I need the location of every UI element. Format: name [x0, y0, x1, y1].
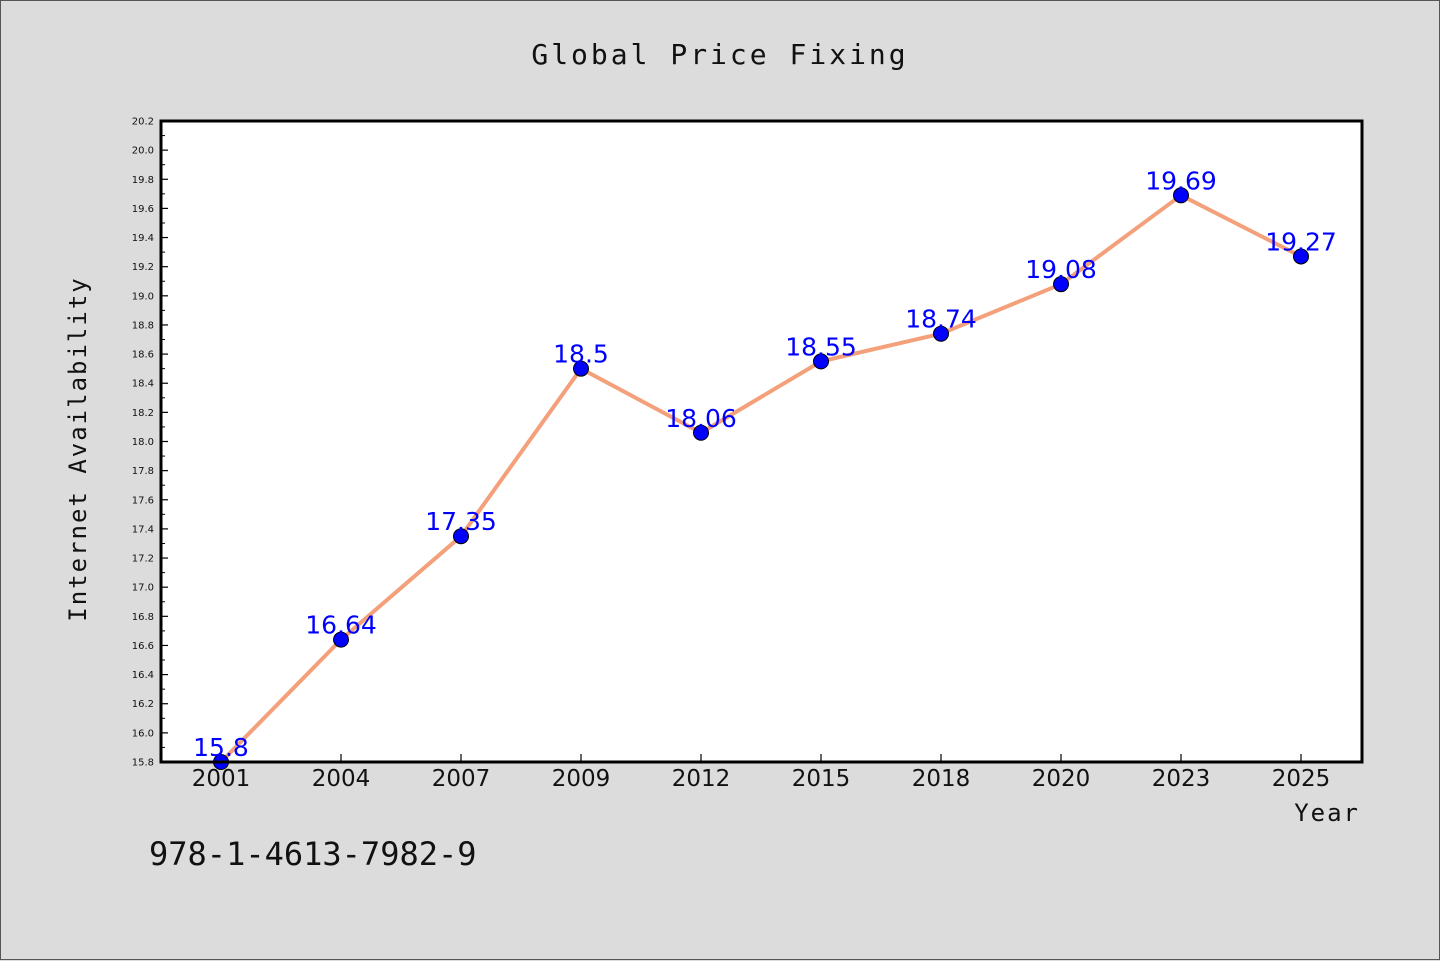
y-tick-label: 19.0 [132, 291, 154, 302]
y-tick-label: 18.6 [132, 350, 154, 361]
y-axis-title: Internet Availability [64, 276, 92, 621]
x-tick-label: 2004 [312, 766, 371, 792]
data-label: 18.06 [665, 404, 737, 433]
plot-area [161, 121, 1362, 762]
data-label: 19.69 [1145, 166, 1217, 195]
y-tick-label: 16.0 [132, 728, 154, 739]
data-point [453, 528, 469, 545]
x-axis-title: Year [1294, 799, 1360, 827]
y-tick-label: 17.0 [132, 583, 154, 594]
data-point [1053, 276, 1069, 293]
y-tick-label: 18.4 [132, 379, 154, 390]
isbn-annotation: 978-1-4613-7982-9 [149, 835, 477, 873]
data-point [1173, 187, 1189, 204]
data-point [693, 424, 709, 441]
y-tick-label: 17.6 [132, 495, 154, 506]
series-line [219, 193, 1303, 764]
y-tick-label: 19.6 [132, 204, 154, 215]
x-tick-label: 2015 [792, 766, 851, 792]
data-label: 18.5 [553, 340, 609, 369]
y-tick-label: 19.4 [132, 233, 154, 244]
y-tick-label: 18.0 [132, 437, 154, 448]
y-tick-label: 18.2 [132, 408, 154, 419]
y-tick-label: 16.6 [132, 641, 154, 652]
y-tick-label: 16.4 [132, 670, 154, 681]
data-point [573, 360, 589, 377]
y-tick-label: 20.2 [132, 117, 154, 128]
y-tick-label: 16.8 [132, 612, 154, 623]
data-label: 16.64 [305, 611, 377, 640]
data-labels: 15.8 16.64 17.35 18.5 18.06 18.55 18.74 19.08 19… [193, 166, 1337, 762]
data-point [1293, 248, 1309, 265]
x-axis-ticks: 2001 2004 2007 2009 2012 2015 2018 2020 2023 2025 [192, 754, 1331, 792]
y-tick-label: 17.2 [132, 554, 154, 565]
y-tick-label: 20.0 [132, 146, 154, 157]
data-label: 15.8 [193, 733, 249, 762]
y-tick-label: 18.8 [132, 320, 154, 331]
x-tick-label: 2023 [1152, 766, 1211, 792]
y-tick-label: 19.2 [132, 262, 154, 273]
data-label: 19.27 [1265, 227, 1337, 256]
x-tick-label: 2020 [1032, 766, 1091, 792]
data-label: 18.55 [785, 332, 857, 361]
y-tick-label: 15.8 [132, 758, 154, 769]
y-tick-label: 17.8 [132, 466, 154, 477]
x-tick-label: 2018 [912, 766, 971, 792]
y-tick-label: 16.2 [132, 699, 154, 710]
data-label: 18.74 [905, 305, 977, 334]
data-label: 17.35 [425, 507, 497, 536]
data-point [933, 325, 949, 342]
x-tick-label: 2012 [672, 766, 731, 792]
x-tick-label: 2001 [192, 766, 251, 792]
y-tick-label: 19.8 [132, 175, 154, 186]
y-axis-ticks: 15.8 16.0 16.2 16.4 16.6 16.8 17.0 17.2 17.4 17.6… [132, 117, 168, 769]
series-layer [213, 187, 1309, 770]
plot-frame [159, 119, 1364, 764]
y-tick-label: 17.4 [132, 524, 154, 535]
x-tick-label: 2007 [432, 766, 491, 792]
data-label: 19.08 [1025, 255, 1097, 284]
x-tick-label: 2025 [1272, 766, 1331, 792]
chart-title: Global Price Fixing [531, 38, 908, 71]
x-tick-label: 2009 [552, 766, 611, 792]
data-point [813, 353, 829, 370]
data-point [333, 631, 349, 648]
